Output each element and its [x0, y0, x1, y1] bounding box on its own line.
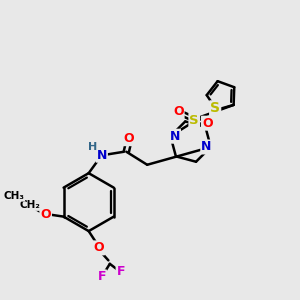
Text: N: N: [169, 130, 180, 143]
Text: F: F: [98, 270, 106, 284]
Text: CH₃: CH₃: [3, 191, 24, 201]
Text: O: O: [123, 132, 134, 145]
Text: O: O: [94, 242, 104, 254]
Text: O: O: [202, 117, 213, 130]
Text: H: H: [88, 142, 97, 152]
Text: N: N: [97, 149, 107, 162]
Text: S: S: [189, 114, 199, 127]
Text: O: O: [40, 208, 51, 221]
Text: O: O: [173, 105, 184, 118]
Text: F: F: [117, 266, 125, 278]
Text: CH₂: CH₂: [19, 200, 40, 210]
Text: S: S: [210, 101, 220, 116]
Text: N: N: [201, 140, 212, 154]
